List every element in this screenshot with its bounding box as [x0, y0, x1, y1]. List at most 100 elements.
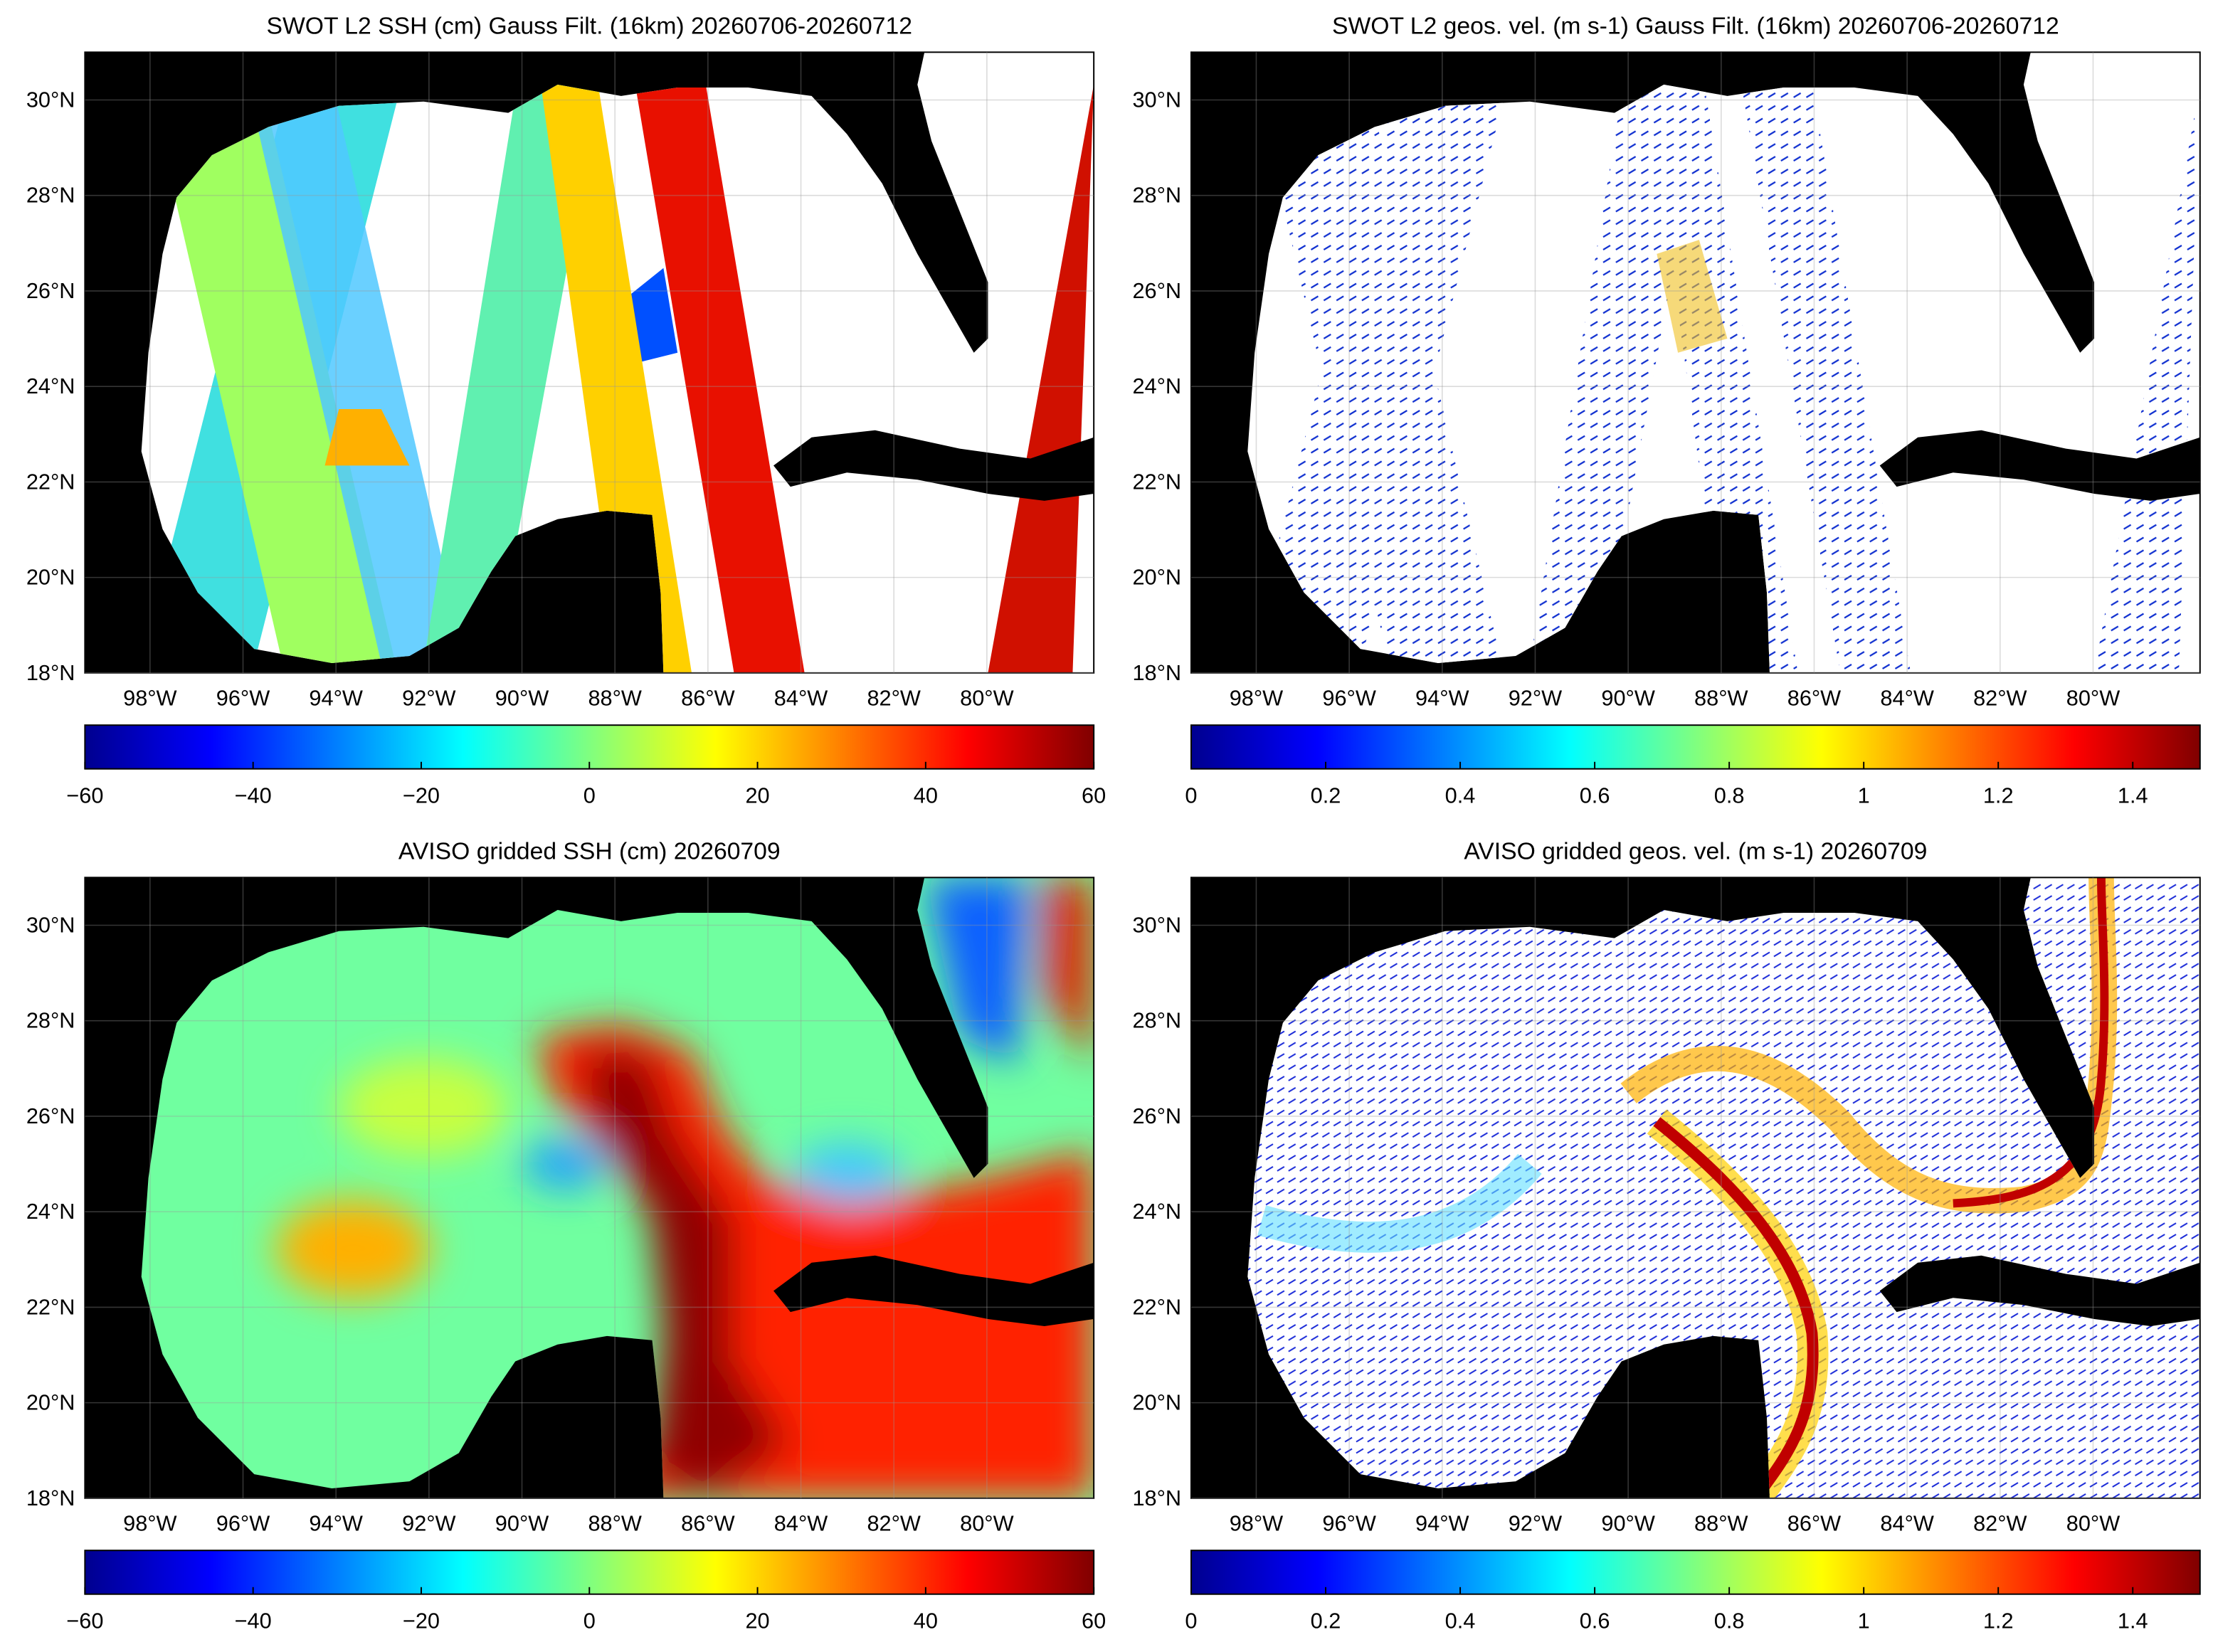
- lon-tick-label: 80°W: [960, 1510, 1013, 1535]
- lat-tick-label: 30°N: [1132, 912, 1181, 937]
- lat-tick-label: 24°N: [26, 374, 75, 398]
- ssh-field: [275, 877, 1094, 1498]
- lon-tick-label: 92°W: [1509, 685, 1562, 710]
- lon-tick-label: 84°W: [1880, 1510, 1933, 1535]
- colorbar-tick-label: 0.4: [1445, 783, 1476, 808]
- colorbar-tick-label: 0.2: [1311, 1608, 1341, 1633]
- colorbar-tick-label: −60: [66, 783, 103, 808]
- colorbar-tick-label: 0: [583, 1608, 596, 1633]
- lon-tick-label: 94°W: [1415, 685, 1469, 710]
- lon-tick-label: 90°W: [1601, 685, 1654, 710]
- colorbar-tick-label: 1.4: [2118, 1608, 2148, 1633]
- lon-tick-label: 94°W: [309, 685, 362, 710]
- lon-tick-label: 84°W: [774, 1510, 828, 1535]
- panel-title: SWOT L2 geos. vel. (m s-1) Gauss Filt. (…: [1332, 13, 2059, 40]
- colorbar-tick-label: −20: [403, 1608, 440, 1633]
- lat-tick-label: 30°N: [1132, 87, 1181, 112]
- lon-tick-label: 96°W: [1322, 685, 1375, 710]
- colorbar-tick-label: 0.4: [1445, 1608, 1476, 1633]
- lon-tick-label: 82°W: [867, 685, 920, 710]
- lon-tick-label: 90°W: [1601, 1510, 1654, 1535]
- lon-tick-label: 98°W: [123, 685, 176, 710]
- colorbar: [84, 1550, 1095, 1595]
- lat-tick-label: 22°N: [1132, 469, 1181, 494]
- lon-tick-label: 88°W: [1694, 1510, 1748, 1535]
- lon-tick-label: 80°W: [2066, 685, 2120, 710]
- lon-tick-label: 82°W: [1973, 685, 2027, 710]
- plot-frame: [84, 877, 1095, 1499]
- lon-tick-label: 86°W: [681, 1510, 734, 1535]
- lat-tick-label: 22°N: [26, 469, 75, 494]
- map-panel: [84, 877, 1095, 1499]
- lon-tick-label: 98°W: [1230, 1510, 1283, 1535]
- colorbar-tick-label: 0: [583, 783, 596, 808]
- lon-tick-label: 88°W: [1694, 685, 1748, 710]
- lon-tick-label: 86°W: [1787, 685, 1841, 710]
- lat-tick-label: 20°N: [1132, 1390, 1181, 1415]
- lon-tick-label: 86°W: [1787, 1510, 1841, 1535]
- colorbar-tick-label: −40: [235, 783, 272, 808]
- lat-tick-label: 28°N: [1132, 183, 1181, 208]
- lon-tick-label: 84°W: [774, 685, 828, 710]
- lat-tick-label: 28°N: [26, 1008, 75, 1033]
- colorbar-tick-label: 40: [914, 1608, 938, 1633]
- lon-tick-label: 82°W: [1973, 1510, 2027, 1535]
- lat-tick-label: 24°N: [1132, 1199, 1181, 1224]
- lon-tick-label: 88°W: [588, 1510, 641, 1535]
- colorbar-tick-label: 1.2: [1983, 783, 2014, 808]
- colorbar-tick-label: 1.2: [1983, 1608, 2014, 1633]
- colorbar-tick-label: 20: [745, 1608, 769, 1633]
- lat-tick-label: 18°N: [1132, 660, 1181, 685]
- lon-tick-label: 94°W: [309, 1510, 362, 1535]
- lon-tick-label: 82°W: [867, 1510, 920, 1535]
- lon-tick-label: 86°W: [681, 685, 734, 710]
- colorbar-tick-label: 0: [1185, 783, 1197, 808]
- lat-tick-label: 26°N: [1132, 278, 1181, 303]
- lon-tick-label: 96°W: [216, 1510, 270, 1535]
- colorbar-tick-label: 1.4: [2118, 783, 2148, 808]
- lat-tick-label: 24°N: [1132, 374, 1181, 398]
- lat-tick-label: 26°N: [26, 278, 75, 303]
- velocity-field: [1257, 877, 2118, 1498]
- lon-tick-label: 88°W: [588, 685, 641, 710]
- plot-frame: [1190, 877, 2201, 1499]
- colorbar-tick-label: 1: [1858, 1608, 1870, 1633]
- lon-tick-label: 80°W: [2066, 1510, 2120, 1535]
- lon-tick-label: 90°W: [495, 685, 549, 710]
- lon-tick-label: 90°W: [495, 1510, 549, 1535]
- velocity-swaths: [1247, 52, 2200, 673]
- lat-tick-label: 22°N: [1132, 1294, 1181, 1319]
- lon-tick-label: 96°W: [216, 685, 270, 710]
- lat-tick-label: 30°N: [26, 912, 75, 937]
- colorbar-tick-label: 1: [1858, 783, 1870, 808]
- plot-frame: [84, 51, 1095, 674]
- colorbar-tick-label: 0.8: [1714, 1608, 1745, 1633]
- colorbar-tick-label: 60: [1082, 783, 1106, 808]
- colorbar: [84, 724, 1095, 770]
- colorbar-tick-label: 0.8: [1714, 783, 1745, 808]
- lat-tick-label: 18°N: [26, 1486, 75, 1510]
- plot-frame: [1190, 51, 2201, 674]
- lon-tick-label: 98°W: [123, 1510, 176, 1535]
- colorbar-tick-label: 40: [914, 783, 938, 808]
- colorbar-tick-label: −40: [235, 1608, 272, 1633]
- panel-title: AVISO gridded geos. vel. (m s-1) 2026070…: [1464, 838, 1927, 865]
- colorbar-tick-label: −20: [403, 783, 440, 808]
- lat-tick-label: 20°N: [1132, 565, 1181, 590]
- colorbar-tick-label: 20: [745, 783, 769, 808]
- lon-tick-label: 80°W: [960, 685, 1013, 710]
- lon-tick-label: 92°W: [1509, 1510, 1562, 1535]
- lon-tick-label: 94°W: [1415, 1510, 1469, 1535]
- colorbar-tick-label: 0.2: [1311, 783, 1341, 808]
- lat-tick-label: 20°N: [26, 1390, 75, 1415]
- lat-tick-label: 30°N: [26, 87, 75, 112]
- colorbar-tick-label: −60: [66, 1608, 103, 1633]
- colorbar: [1190, 1550, 2201, 1595]
- colorbar-tick-label: 0.6: [1580, 1608, 1610, 1633]
- lat-tick-label: 24°N: [26, 1199, 75, 1224]
- lat-tick-label: 26°N: [26, 1103, 75, 1128]
- lon-tick-label: 92°W: [402, 1510, 455, 1535]
- lat-tick-label: 26°N: [1132, 1103, 1181, 1128]
